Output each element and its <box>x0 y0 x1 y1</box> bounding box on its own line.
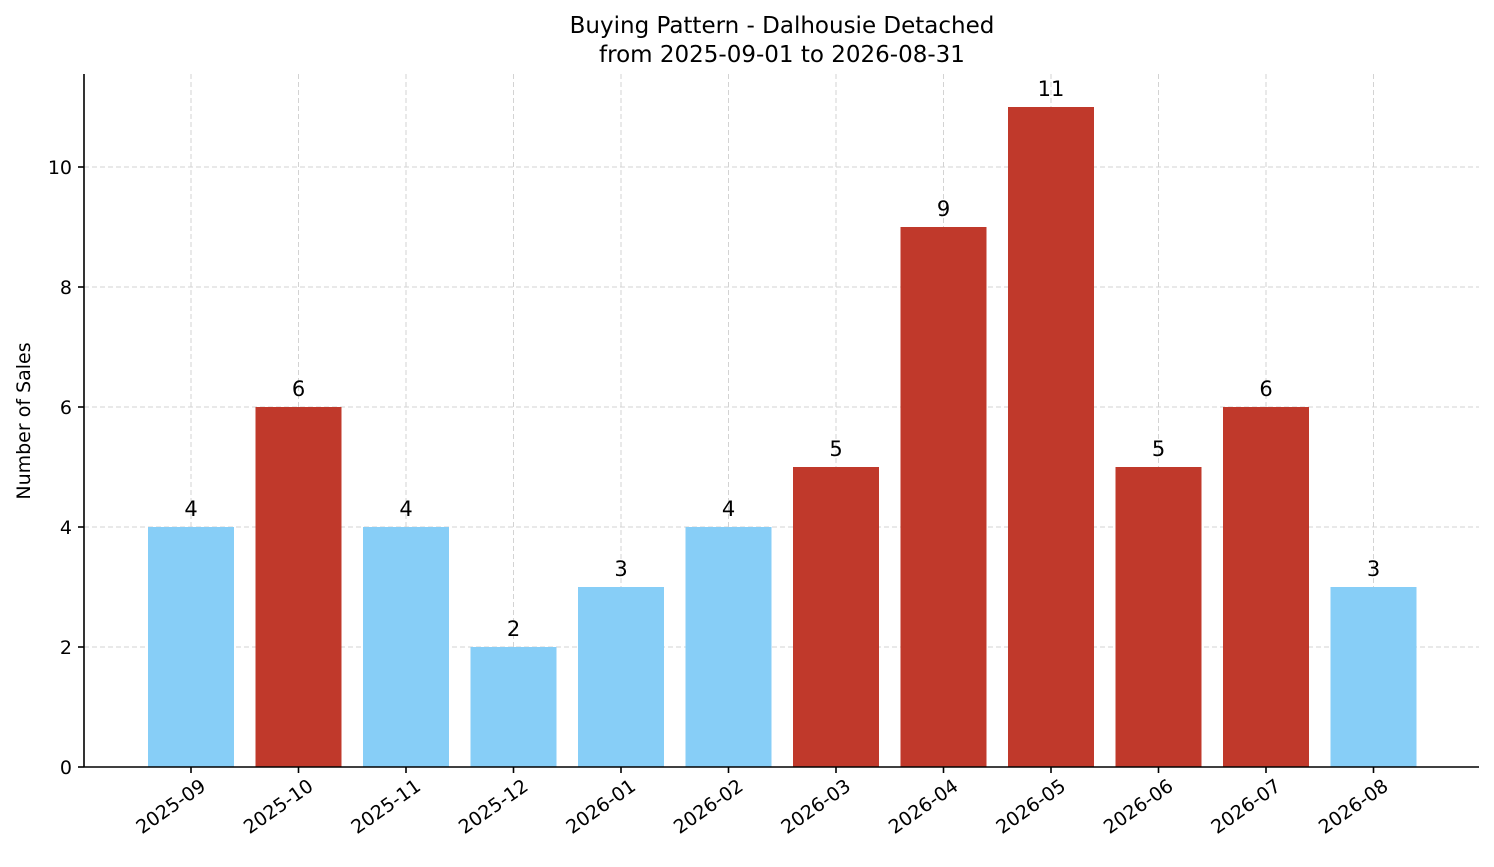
y-tick-label: 4 <box>60 517 72 539</box>
y-tick-label: 2 <box>60 637 72 659</box>
axes-layer <box>83 74 1479 768</box>
bars-layer <box>148 107 1417 767</box>
x-tick-label-2026-08: 2026-08 <box>1315 775 1393 839</box>
data-label-2026-07: 6 <box>1259 377 1272 401</box>
y-tick-label: 8 <box>60 277 72 299</box>
bar-2026-07 <box>1223 407 1309 767</box>
bar-2025-10 <box>255 407 342 767</box>
data-labels-layer: 4 6 4 2 3 4 5 9 11 5 6 3 <box>184 77 1380 641</box>
data-label-2025-12: 2 <box>507 617 520 641</box>
x-tick-label-2026-05: 2026-05 <box>992 775 1070 839</box>
x-tick-label-2026-01: 2026-01 <box>562 775 640 839</box>
data-label-2025-11: 4 <box>399 497 412 521</box>
data-label-2026-06: 5 <box>1152 437 1165 461</box>
bar-2025-09 <box>148 527 234 767</box>
y-axis-label: Number of Sales <box>13 342 35 499</box>
data-label-2026-08: 3 <box>1367 557 1380 581</box>
chart-subtitle: from 2025-09-01 to 2026-08-31 <box>599 42 965 68</box>
bar-2026-08 <box>1330 587 1417 767</box>
x-tick-label-2026-04: 2026-04 <box>885 775 963 839</box>
x-tick-label-2026-07: 2026-07 <box>1207 775 1285 839</box>
x-tick-label-2026-03: 2026-03 <box>777 775 855 839</box>
y-tick-label: 0 <box>60 757 72 779</box>
bar-2026-02 <box>685 527 772 767</box>
x-tick-label-2026-06: 2026-06 <box>1100 775 1178 839</box>
data-label-2026-01: 3 <box>614 557 627 581</box>
data-label-2026-05: 11 <box>1038 77 1065 101</box>
chart-title: Buying Pattern - Dalhousie Detached <box>570 13 995 39</box>
data-label-2026-02: 4 <box>722 497 735 521</box>
data-label-2025-09: 4 <box>184 497 197 521</box>
bar-2026-03 <box>793 467 879 767</box>
y-tick-label: 6 <box>60 397 72 419</box>
x-tick-label-2025-12: 2025-12 <box>455 775 533 839</box>
x-tick-label-2025-09: 2025-09 <box>132 775 210 839</box>
x-tick-label-2025-11: 2025-11 <box>347 775 425 839</box>
bar-2026-04 <box>900 227 987 767</box>
y-tick-label: 10 <box>48 157 72 179</box>
bar-2026-05 <box>1008 107 1094 767</box>
bar-2025-12 <box>470 647 557 767</box>
bar-2025-11 <box>363 527 449 767</box>
data-label-2026-03: 5 <box>829 437 842 461</box>
data-label-2025-10: 6 <box>292 377 305 401</box>
x-tick-label-2026-02: 2026-02 <box>670 775 748 839</box>
bar-2026-06 <box>1115 467 1202 767</box>
bar-2026-01 <box>578 587 664 767</box>
data-label-2026-04: 9 <box>937 197 950 221</box>
x-tick-label-2025-10: 2025-10 <box>240 775 318 839</box>
